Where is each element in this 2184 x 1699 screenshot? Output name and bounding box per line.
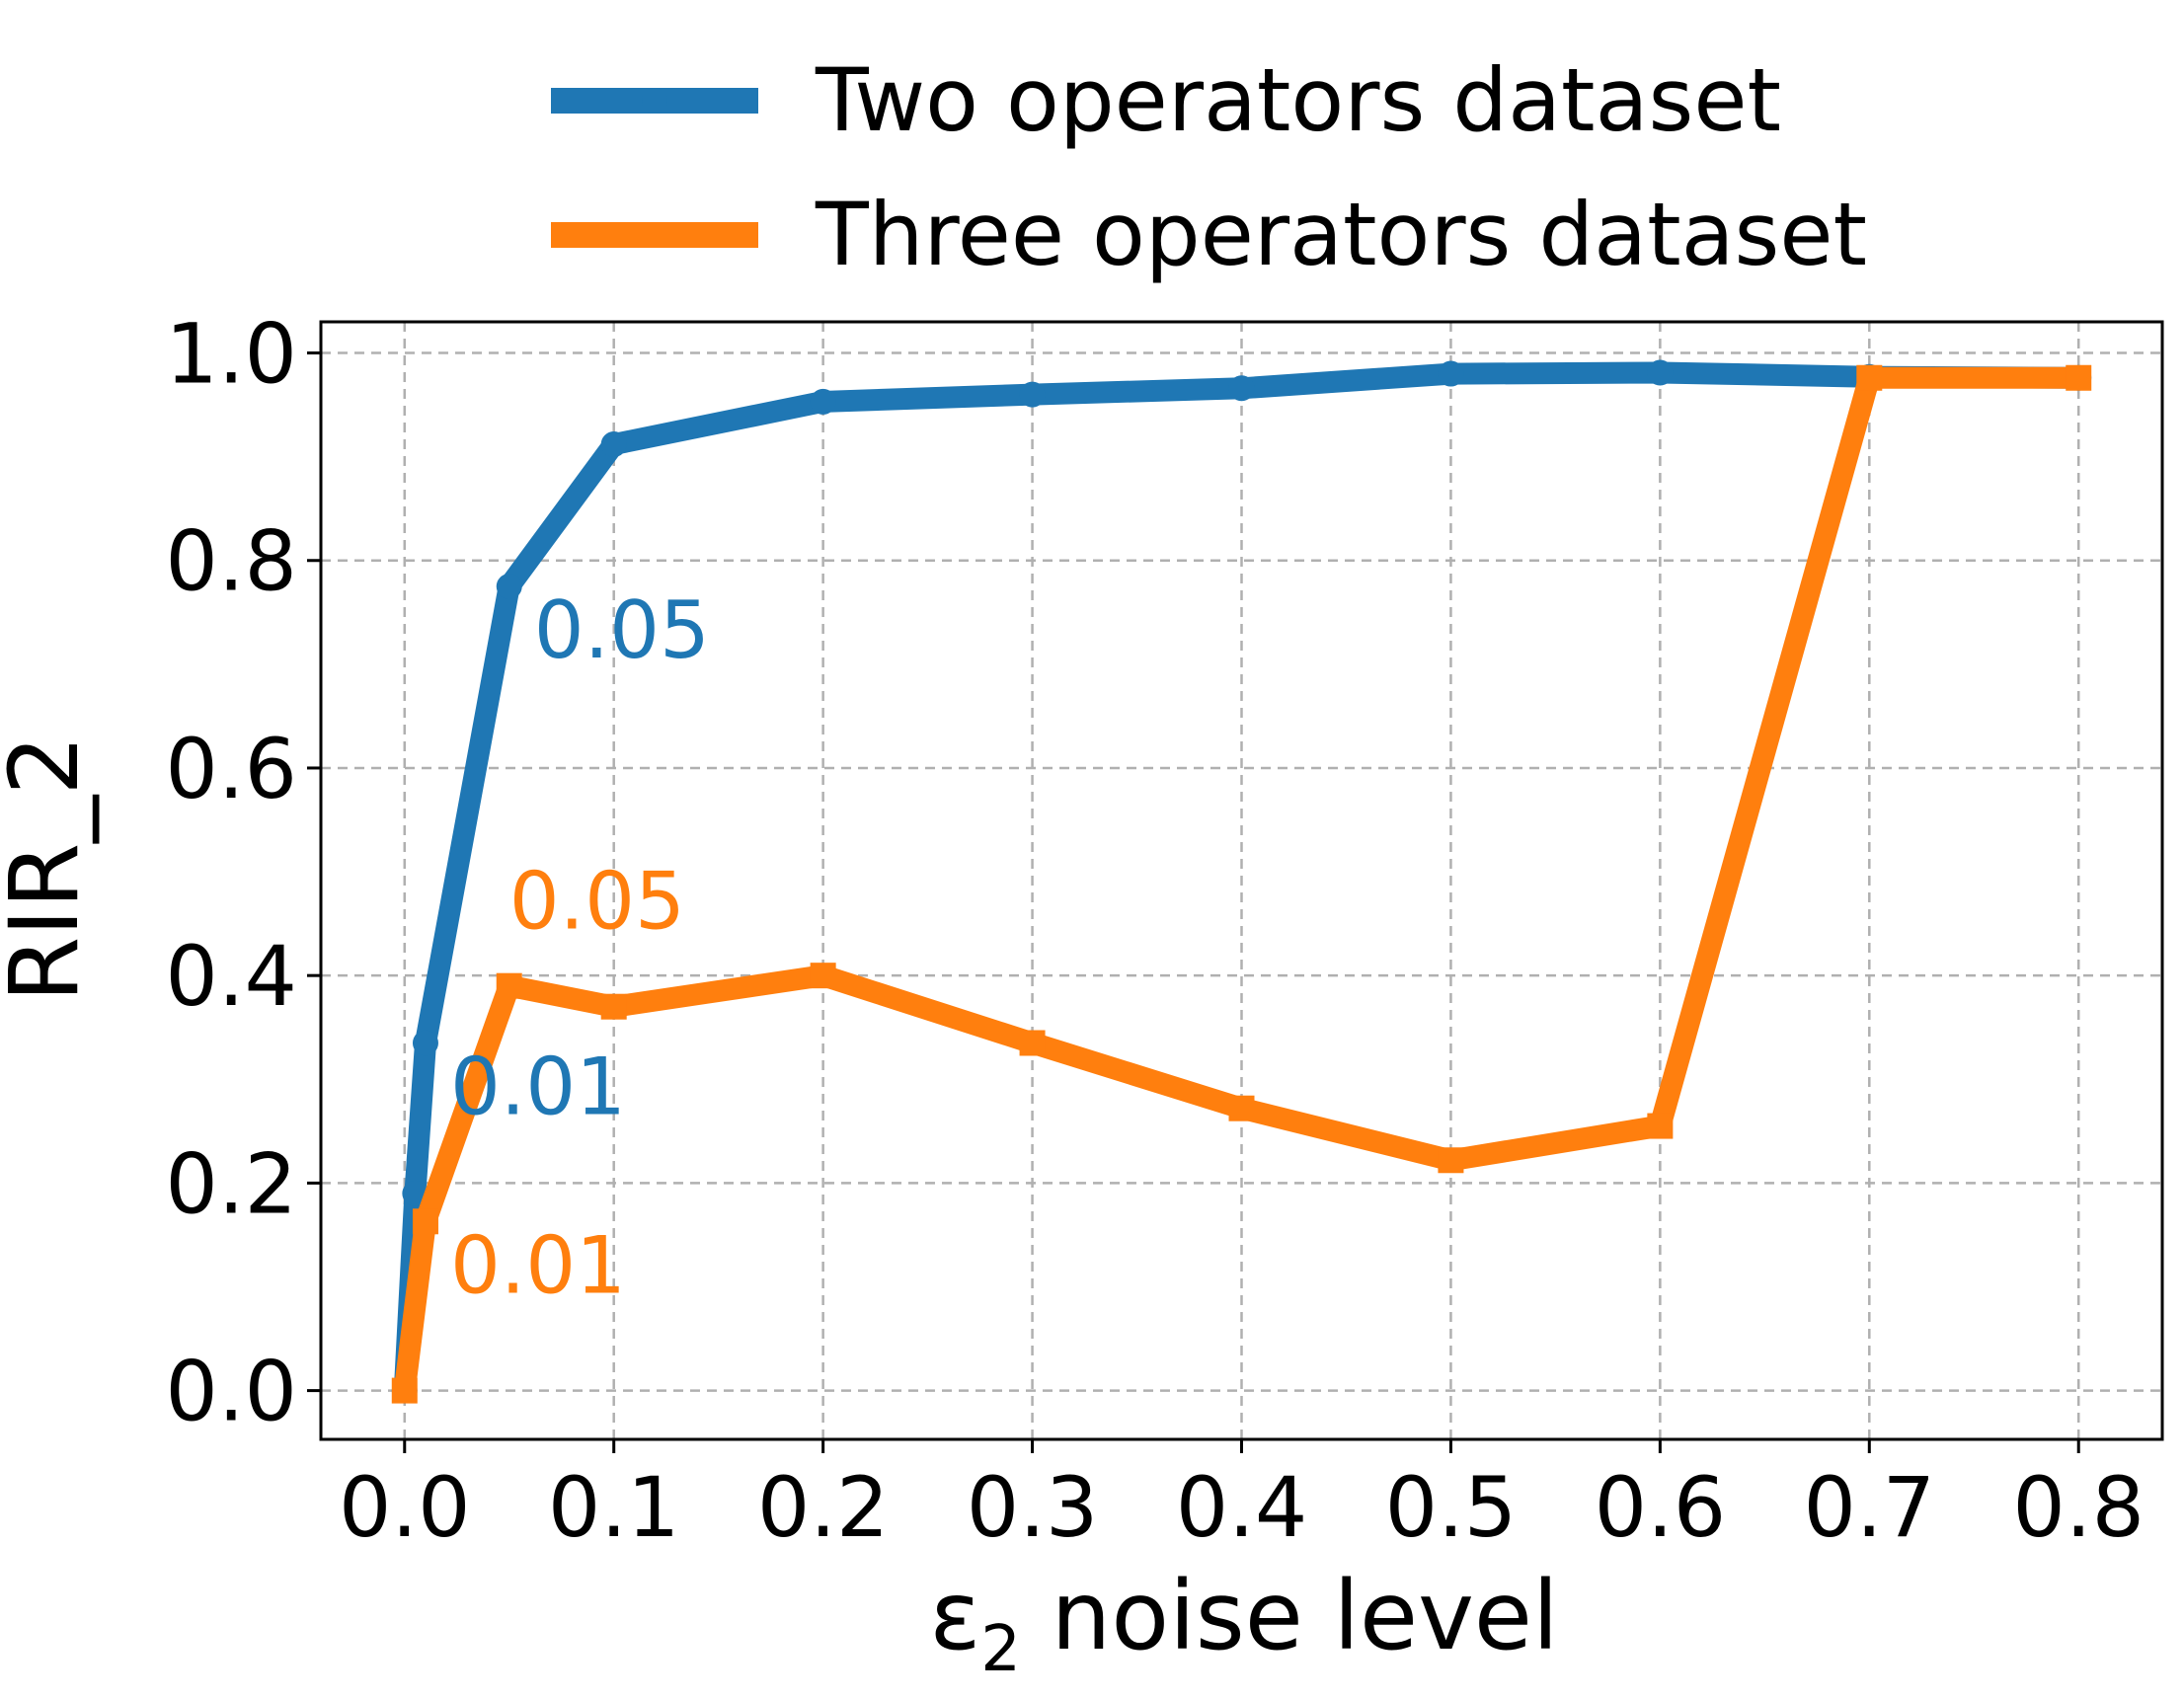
x-tick-label: 0.4 [1176, 1459, 1308, 1556]
legend: Two operators dataset Three operators dat… [551, 49, 1867, 285]
data-point [496, 972, 522, 999]
data-point [1019, 1030, 1046, 1056]
series-2 [391, 364, 2092, 1404]
data-point [1228, 1095, 1255, 1121]
y-tick-label: 0.0 [165, 1344, 297, 1440]
x-tick-label: 0.0 [339, 1459, 471, 1556]
y-tick-label: 1.0 [165, 306, 297, 403]
data-point [1647, 359, 1674, 386]
axis-ticks: 0.0 0.1 0.2 0.3 0.4 0.5 0.6 0.7 0.8 0.0 0.2 0.4 0.6 0… [165, 306, 2145, 1556]
y-tick-label: 0.4 [165, 928, 297, 1025]
annotation-layer: 0.05 0.01 0.05 0.01 [450, 584, 710, 1311]
x-tick-label: 0.5 [1385, 1459, 1518, 1556]
data-point [1438, 1147, 1464, 1174]
x-axis-label-subscript: 2 [980, 1613, 1021, 1686]
y-axis-label: RIR_2 [0, 735, 100, 1003]
legend-marker [642, 88, 667, 114]
data-point [2066, 364, 2092, 391]
grid-lines [321, 322, 2162, 1439]
data-point [600, 993, 627, 1020]
x-tick-label: 0.1 [548, 1459, 680, 1556]
x-tick-label: 0.3 [967, 1459, 1099, 1556]
x-tick-label: 0.7 [1803, 1459, 1935, 1556]
legend-entry: Two operators dataset [551, 49, 1781, 151]
x-axis-label: ε2 noise level [929, 1561, 1558, 1686]
data-point [810, 963, 836, 989]
legend-label: Two operators dataset [815, 49, 1781, 151]
data-point [600, 431, 627, 458]
data-point [412, 1208, 438, 1235]
legend-label: Three operators dataset [815, 184, 1867, 285]
data-annotation: 0.05 [534, 584, 710, 676]
data-point [402, 1180, 429, 1206]
x-tick-label: 0.2 [757, 1459, 890, 1556]
data-point [1856, 364, 1883, 391]
legend-entry: Three operators dataset [551, 184, 1867, 285]
legend-marker [642, 222, 667, 248]
x-axis-label-text: noise level [1021, 1561, 1559, 1671]
y-tick-label: 0.6 [165, 721, 297, 817]
x-tick-label: 0.8 [2012, 1459, 2145, 1556]
x-tick-label: 0.6 [1595, 1459, 1727, 1556]
data-point [391, 1377, 418, 1404]
x-axis-label-symbol: ε [929, 1561, 980, 1671]
y-tick-label: 0.8 [165, 513, 297, 610]
data-point [1438, 360, 1464, 387]
series-line [393, 361, 2079, 1392]
data-point [1647, 1113, 1674, 1139]
y-tick-label: 0.2 [165, 1135, 297, 1232]
data-point [496, 574, 522, 600]
data-point [1019, 381, 1046, 408]
data-annotation: 0.01 [450, 1219, 626, 1311]
data-point [1228, 375, 1255, 402]
data-point [810, 388, 836, 415]
series-1 [391, 359, 2092, 1404]
data-annotation: 0.05 [509, 856, 685, 948]
series-layer [391, 359, 2092, 1404]
data-annotation: 0.01 [450, 1041, 626, 1132]
data-point [412, 1030, 438, 1056]
